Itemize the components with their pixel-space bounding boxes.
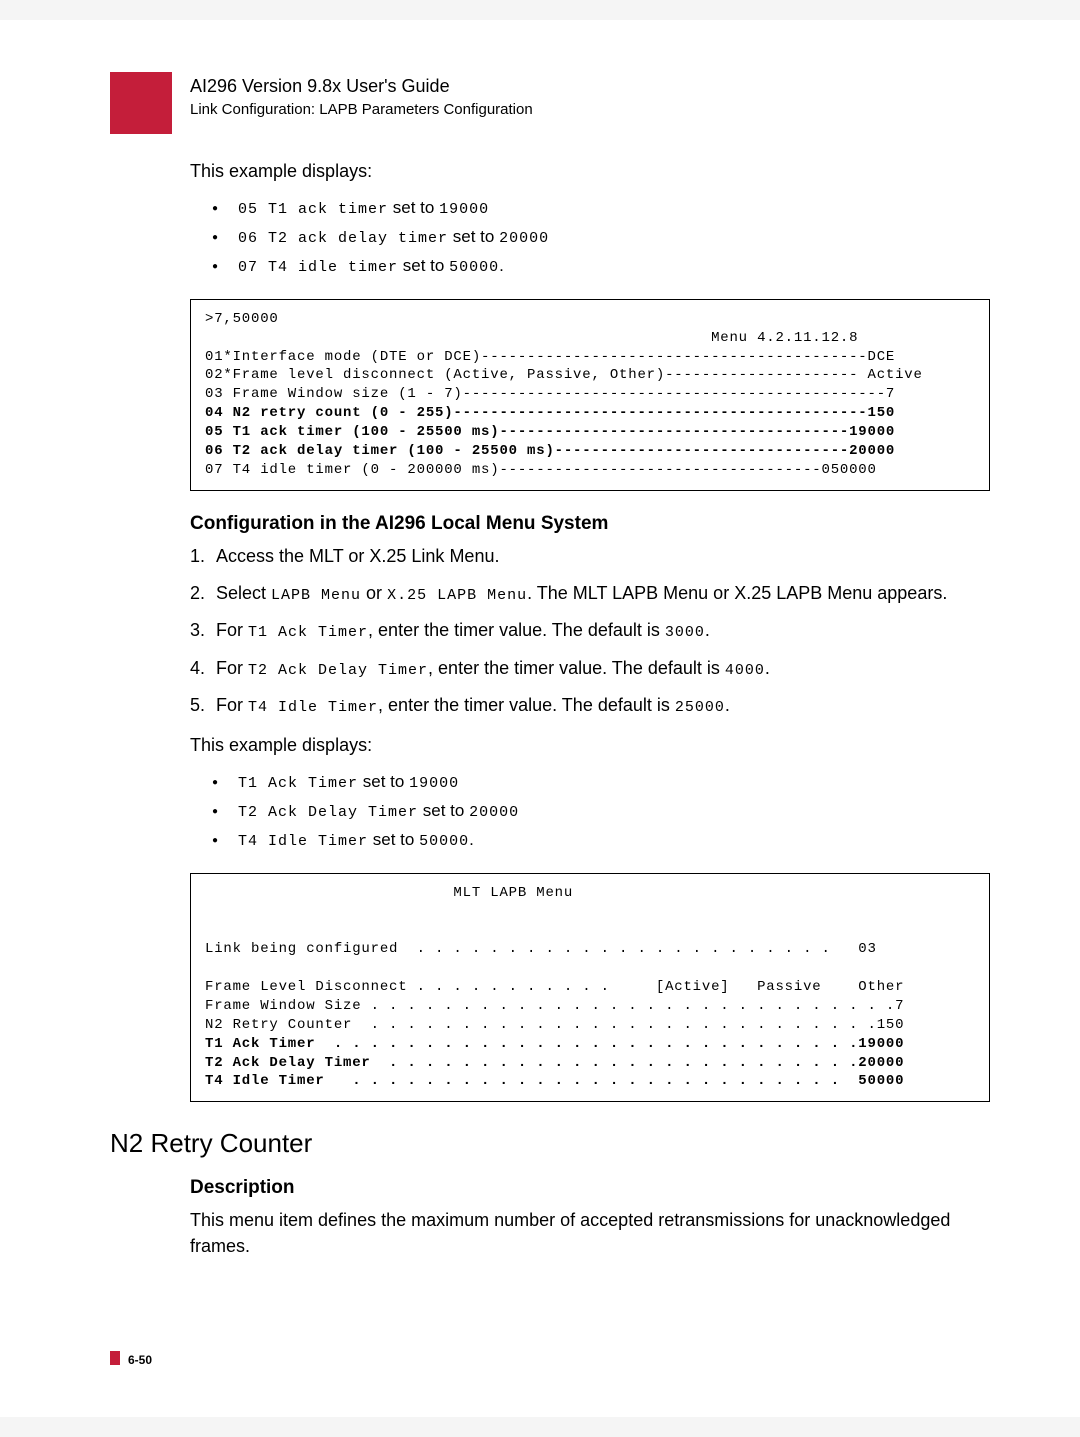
section-heading-n2: N2 Retry Counter: [110, 1128, 990, 1159]
description-text: This menu item defines the maximum numbe…: [190, 1207, 990, 1259]
page-number: 6-50: [128, 1353, 152, 1367]
step-item: For T4 Idle Timer, enter the timer value…: [190, 692, 990, 720]
step-item: For T1 Ack Timer, enter the timer value.…: [190, 617, 990, 645]
intro-text-2: This example displays:: [190, 732, 990, 758]
section-heading-config: Configuration in the AI296 Local Menu Sy…: [190, 513, 990, 535]
page-header: AI296 Version 9.8x User's Guide Link Con…: [190, 76, 990, 118]
bullet-list-1: 05 T1 ack timer set to 1900006 T2 ack de…: [190, 194, 990, 281]
footer-accent: [110, 1351, 120, 1365]
doc-title: AI296 Version 9.8x User's Guide: [190, 76, 990, 97]
step-item: For T2 Ack Delay Timer, enter the timer …: [190, 655, 990, 683]
intro-text-1: This example displays:: [190, 158, 990, 184]
section-heading-description: Description: [190, 1177, 990, 1199]
list-item: T1 Ack Timer set to 19000: [238, 768, 990, 797]
bullet-list-2: T1 Ack Timer set to 19000T2 Ack Delay Ti…: [190, 768, 990, 855]
code-block-1: >7,50000 Menu 4.2.11.12.8 01*Interface m…: [190, 299, 990, 491]
accent-block: [110, 72, 172, 134]
list-item: T4 Idle Timer set to 50000.: [238, 826, 990, 855]
list-item: 05 T1 ack timer set to 19000: [238, 194, 990, 223]
list-item: 06 T2 ack delay timer set to 20000: [238, 223, 990, 252]
step-item: Select LAPB Menu or X.25 LAPB Menu. The …: [190, 580, 990, 608]
page-content: This example displays: 05 T1 ack timer s…: [190, 158, 990, 1260]
document-page: AI296 Version 9.8x User's Guide Link Con…: [0, 20, 1080, 1417]
steps-list: Access the MLT or X.25 Link Menu. Select …: [190, 543, 990, 720]
list-item: 07 T4 idle timer set to 50000.: [238, 252, 990, 281]
step-item: Access the MLT or X.25 Link Menu.: [190, 543, 990, 570]
list-item: T2 Ack Delay Timer set to 20000: [238, 797, 990, 826]
doc-subtitle: Link Configuration: LAPB Parameters Conf…: [190, 101, 990, 118]
code-block-2: MLT LAPB Menu Link being configured . . …: [190, 873, 990, 1103]
